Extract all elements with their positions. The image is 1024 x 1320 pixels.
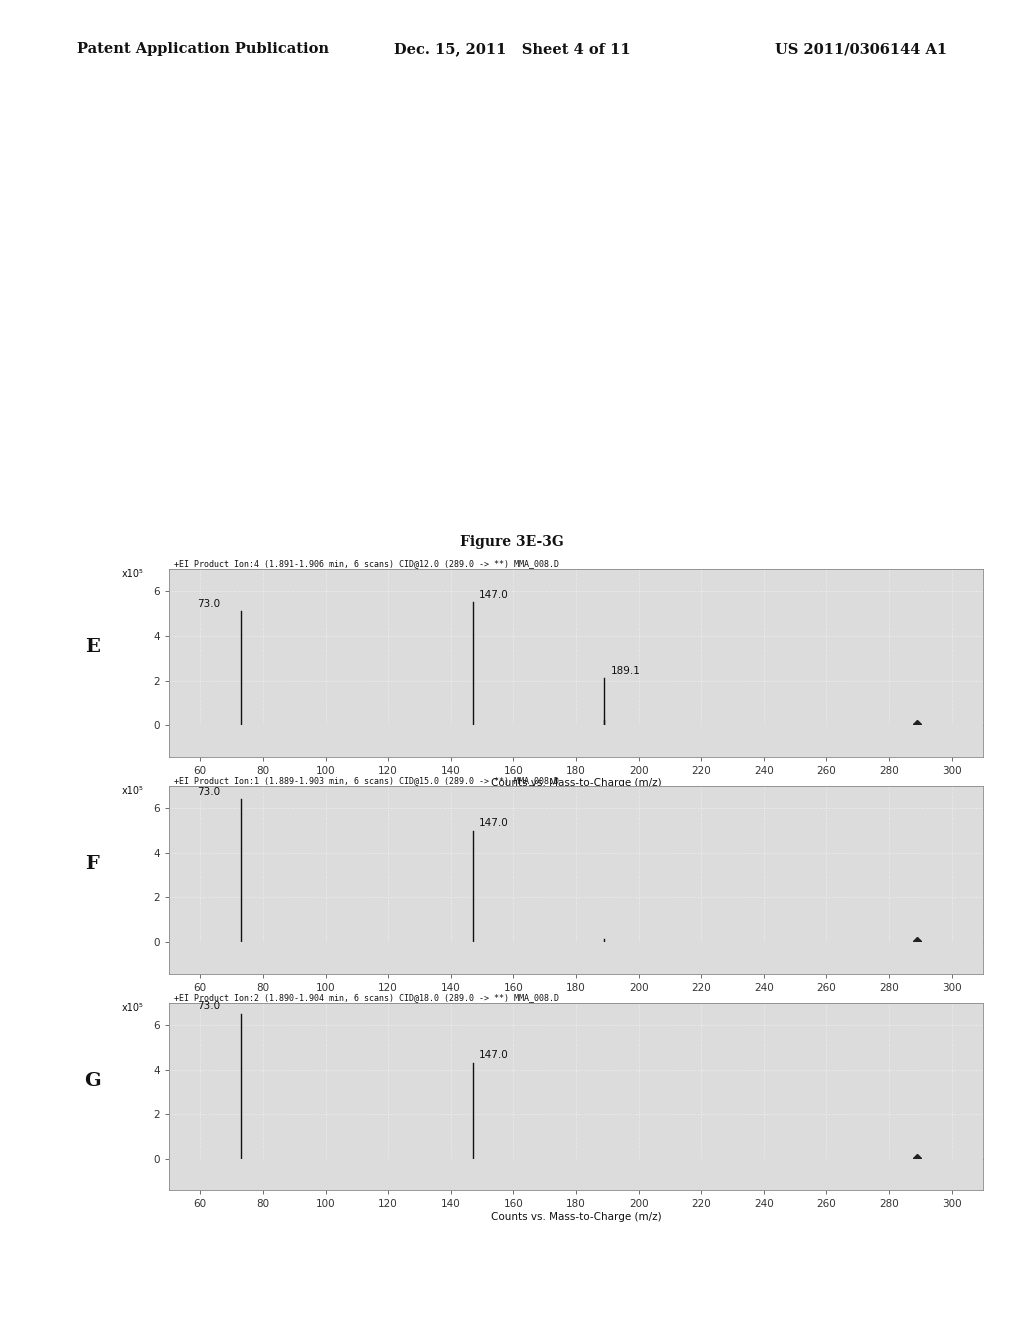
Text: +EI Product Ion:2 (1.890-1.904 min, 6 scans) CID@18.0 (289.0 -> **) MMA_008.D: +EI Product Ion:2 (1.890-1.904 min, 6 sc… xyxy=(174,993,559,1002)
Text: 147.0: 147.0 xyxy=(479,1051,509,1060)
Text: x10⁵: x10⁵ xyxy=(122,1003,143,1012)
X-axis label: Counts vs. Mass-to-Charge (m/z): Counts vs. Mass-to-Charge (m/z) xyxy=(490,1212,662,1222)
Text: +EI Product Ion:1 (1.889-1.903 min, 6 scans) CID@15.0 (289.0 -> **) MMA_008.D: +EI Product Ion:1 (1.889-1.903 min, 6 sc… xyxy=(174,776,559,785)
Text: 189.1: 189.1 xyxy=(610,665,641,676)
Text: G: G xyxy=(84,1072,100,1090)
Text: 147.0: 147.0 xyxy=(479,818,509,828)
Text: Figure 3E-3G: Figure 3E-3G xyxy=(460,535,564,549)
Text: Dec. 15, 2011   Sheet 4 of 11: Dec. 15, 2011 Sheet 4 of 11 xyxy=(394,42,631,57)
Text: 73.0: 73.0 xyxy=(198,599,220,609)
Text: Patent Application Publication: Patent Application Publication xyxy=(77,42,329,57)
Text: US 2011/0306144 A1: US 2011/0306144 A1 xyxy=(775,42,947,57)
Text: x10⁵: x10⁵ xyxy=(122,785,143,796)
Text: F: F xyxy=(85,855,99,873)
Text: 73.0: 73.0 xyxy=(198,787,220,796)
Text: 73.0: 73.0 xyxy=(198,1002,220,1011)
X-axis label: Counts vs. Mass-to-Charge (m/z): Counts vs. Mass-to-Charge (m/z) xyxy=(490,779,662,788)
Text: +EI Product Ion:4 (1.891-1.906 min, 6 scans) CID@12.0 (289.0 -> **) MMA_008.D: +EI Product Ion:4 (1.891-1.906 min, 6 sc… xyxy=(174,558,559,568)
Text: x10⁵: x10⁵ xyxy=(122,569,143,579)
Text: E: E xyxy=(85,638,99,656)
Text: 147.0: 147.0 xyxy=(479,590,509,599)
